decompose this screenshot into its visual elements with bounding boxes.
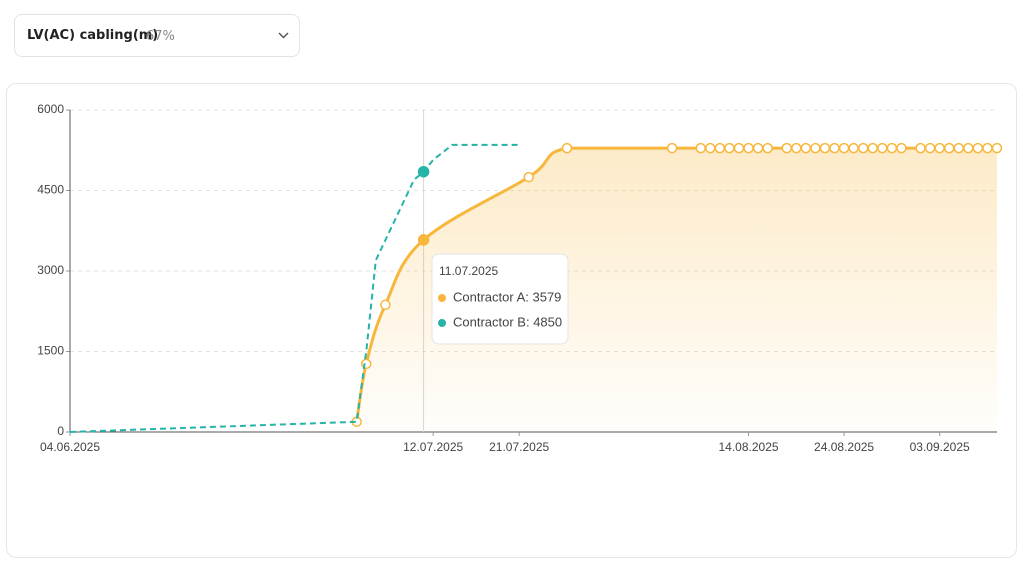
data-point xyxy=(867,142,879,154)
x-tick-label: 04.06.2025 xyxy=(40,440,100,454)
data-point xyxy=(800,142,812,154)
area xyxy=(356,148,997,432)
data-point xyxy=(523,171,534,183)
data-point xyxy=(762,142,773,154)
x-tick-label: 12.07.2025 xyxy=(403,440,463,454)
tooltip-box xyxy=(431,253,569,345)
data-point xyxy=(791,142,802,154)
data-point xyxy=(943,142,955,154)
data-point xyxy=(915,142,926,154)
metric-dropdown[interactable]: LV(AC) cabling(m) 67% xyxy=(14,14,300,57)
tooltip-swatch xyxy=(438,319,446,327)
data-point xyxy=(380,299,391,311)
data-point xyxy=(857,142,869,154)
data-point xyxy=(877,142,888,154)
y-tick-label: 4500 xyxy=(37,183,64,197)
y-tick-label: 6000 xyxy=(37,102,64,116)
data-point xyxy=(848,142,859,154)
data-point xyxy=(829,142,840,154)
data-point xyxy=(991,142,1003,154)
data-point xyxy=(695,142,706,154)
data-point xyxy=(963,142,974,154)
data-point xyxy=(743,142,754,154)
data-point xyxy=(666,142,678,154)
tooltip: 11.07.2025 Contractor A: 3579 Contractor B… xyxy=(431,253,569,345)
y-tick-label: 1500 xyxy=(37,344,64,358)
x-tick-label: 14.08.2025 xyxy=(718,440,778,454)
y-tick-label: 0 xyxy=(57,424,64,438)
data-point xyxy=(838,142,850,154)
data-point xyxy=(886,142,898,154)
data-point xyxy=(953,142,965,154)
data-point xyxy=(819,142,831,154)
data-point xyxy=(781,142,793,154)
x-tick-label: 03.09.2025 xyxy=(910,440,970,454)
data-point xyxy=(705,142,716,154)
dropdown-label: LV(AC) cabling(m) xyxy=(27,28,159,43)
tooltip-title: 11.07.2025 xyxy=(439,264,498,278)
data-point xyxy=(934,142,945,154)
data-point xyxy=(972,142,984,154)
data-point xyxy=(733,142,745,154)
chart-card xyxy=(6,83,1017,558)
data-point xyxy=(896,142,907,154)
x-tick-label: 21.07.2025 xyxy=(489,440,549,454)
x-tick-label: 24.08.2025 xyxy=(814,440,874,454)
y-tick-label: 3000 xyxy=(37,263,64,277)
data-point xyxy=(752,142,764,154)
tooltip-swatch xyxy=(438,294,446,302)
data-point xyxy=(361,358,372,370)
data-point xyxy=(810,142,821,154)
tooltip-item: Contractor B: 4850 xyxy=(453,314,562,329)
series-line xyxy=(69,143,520,433)
data-point xyxy=(924,142,936,154)
data-point xyxy=(724,142,735,154)
data-point xyxy=(714,142,726,154)
chevron xyxy=(278,32,289,39)
data-point xyxy=(417,234,430,246)
data-point xyxy=(417,165,430,178)
data-point xyxy=(561,142,573,154)
tooltip-item: Contractor A: 3579 xyxy=(453,289,561,304)
data-point xyxy=(982,142,993,154)
dropdown-value: 67% xyxy=(146,29,175,44)
